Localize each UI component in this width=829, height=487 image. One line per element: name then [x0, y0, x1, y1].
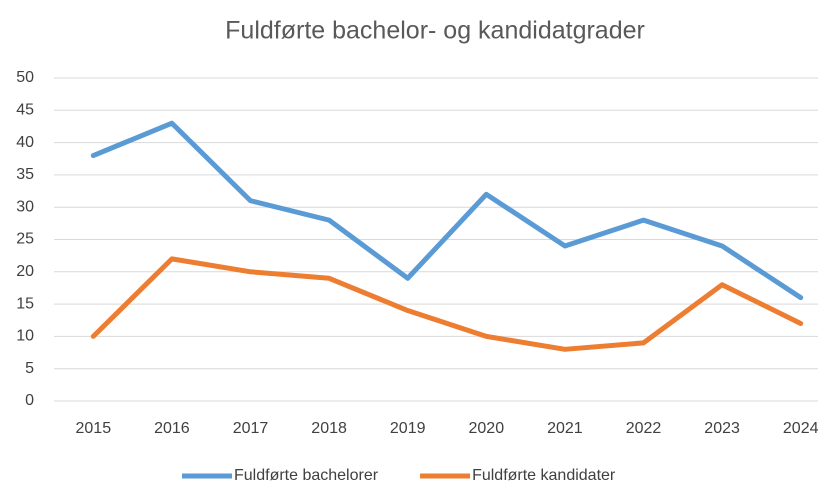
- x-tick-label: 2024: [783, 420, 819, 437]
- y-tick-label: 10: [16, 328, 34, 345]
- x-tick-label: 2021: [547, 420, 583, 437]
- y-tick-label: 20: [16, 263, 34, 280]
- y-tick-label: 25: [16, 231, 34, 248]
- y-tick-label: 30: [16, 198, 34, 215]
- x-tick-label: 2020: [469, 420, 505, 437]
- x-tick-label: 2017: [233, 420, 269, 437]
- y-tick-label: 0: [25, 392, 34, 409]
- x-tick-label: 2019: [390, 420, 426, 437]
- x-tick-label: 2023: [704, 420, 740, 437]
- x-tick-label: 2018: [311, 420, 347, 437]
- chart-title: Fuldførte bachelor- og kandidatgrader: [225, 17, 645, 45]
- x-tick-label: 2022: [626, 420, 662, 437]
- y-tick-label: 5: [25, 360, 34, 377]
- series-line: [90, 120, 804, 301]
- y-tick-label: 50: [16, 69, 34, 86]
- legend-label: Fuldførte kandidater: [472, 467, 616, 484]
- series-line: [90, 256, 804, 352]
- y-tick-label: 45: [16, 102, 34, 119]
- y-tick-label: 15: [16, 295, 34, 312]
- x-tick-label: 2015: [76, 420, 112, 437]
- y-tick-label: 40: [16, 134, 34, 151]
- x-tick-label: 2016: [154, 420, 190, 437]
- y-tick-label: 35: [16, 166, 34, 183]
- legend-label: Fuldførte bachelorer: [234, 467, 379, 484]
